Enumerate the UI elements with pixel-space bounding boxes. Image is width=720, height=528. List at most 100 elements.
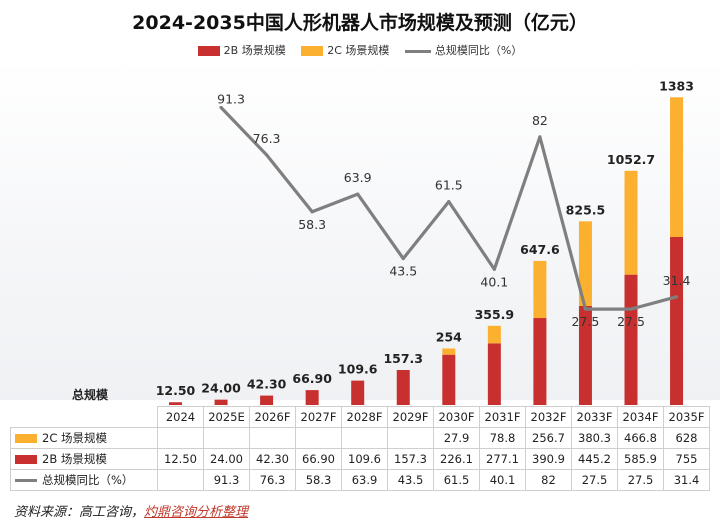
source-prefix: 资料来源：高工咨询， (14, 505, 145, 520)
row-swatch-2b (15, 455, 37, 464)
table-cell: 40.1 (479, 469, 526, 491)
total-label: 109.6 (338, 362, 378, 377)
table-cell: 256.7 (525, 427, 572, 449)
table-cell: 76.3 (249, 469, 296, 491)
table-cell: 585.9 (617, 448, 664, 470)
yoy-label: 63.9 (344, 170, 372, 185)
row-label-2c: 2C 场景规模 (42, 431, 108, 445)
total-row-label: 总规模 (72, 388, 109, 402)
category-cell: 2026F (249, 406, 296, 428)
yoy-point (674, 295, 679, 299)
category-cell: 2024 (157, 406, 204, 428)
yoy-label: 91.3 (217, 91, 245, 106)
table-row-2b: 2B 场景规模 12.50 24.00 42.30 66.90 109.6 15… (10, 448, 710, 470)
legend-line-yoy (404, 49, 431, 53)
yoy-point (583, 307, 588, 311)
bar-2b (578, 305, 592, 405)
bar-2b (305, 390, 319, 405)
category-cell: 2032F (525, 406, 572, 428)
bar-2b (670, 237, 684, 405)
yoy-label: 82 (532, 113, 548, 128)
source-highlight: 灼鼎咨询分析整理 (144, 505, 249, 520)
yoy-point (629, 307, 633, 311)
category-cell: 2034F (617, 406, 664, 428)
table-cell: 58.3 (295, 469, 342, 491)
table-cell: 27.9 (433, 427, 480, 449)
table-cell (387, 427, 434, 449)
category-cell: 2025E (203, 406, 250, 428)
legend-item-2b: 2B 场景规模 (197, 42, 286, 58)
table-cell: 109.6 (341, 448, 388, 470)
bar-2b (624, 274, 638, 405)
yoy-label: 58.3 (298, 217, 326, 232)
table-cell: 12.50 (157, 448, 204, 470)
yoy-point (492, 267, 496, 271)
row-header-2b: 2B 场景规模 (10, 448, 158, 470)
total-label: 825.5 (566, 202, 606, 217)
table-cell: 157.3 (387, 448, 434, 470)
table-cell: 63.9 (341, 469, 388, 491)
bar-2b (351, 380, 365, 405)
chart-plot: 12.50 24.00 42.30 66.90 109.6 157.3 254 355.9 64… (156, 78, 694, 405)
bar-2b (487, 343, 501, 405)
yoy-point (538, 135, 542, 139)
category-cell: 2030F (433, 406, 480, 428)
table-cell: 42.30 (249, 448, 296, 470)
legend-swatch-2c (301, 46, 324, 56)
table-cell: 466.8 (617, 427, 664, 449)
yoy-point (447, 200, 451, 204)
table-cell: 628 (663, 427, 710, 449)
yoy-label: 43.5 (389, 264, 417, 279)
table-cell (341, 427, 388, 449)
table-cell: 82 (525, 469, 572, 491)
table-cell: 226.1 (433, 448, 480, 470)
table-cell: 445.2 (571, 448, 618, 470)
table-cell: 755 (663, 448, 710, 470)
bar-2c (670, 97, 684, 238)
table-cell (157, 427, 204, 449)
background-decoration (0, 60, 720, 400)
chart-title: 2024-2035中国人形机器人市场规模及预测（亿元） (132, 12, 588, 34)
table-cell: 27.5 (617, 469, 664, 491)
yoy-point (265, 153, 269, 157)
data-table: 2024 2025E 2026F 2027F 2028F 2029F 2030F… (10, 406, 710, 491)
table-cell: 61.5 (433, 469, 480, 491)
row-line-yoy (15, 479, 37, 482)
table-cell: 380.3 (571, 427, 618, 449)
table-cell (203, 427, 250, 449)
yoy-label: 76.3 (253, 131, 281, 146)
yoy-point (356, 192, 360, 196)
table-cell: 27.5 (571, 469, 618, 491)
table-cell: 78.8 (479, 427, 526, 449)
yoy-label: 40.1 (480, 274, 508, 289)
row-swatch-2c (15, 434, 37, 443)
row-label-yoy: 总规模同比（%） (42, 473, 134, 487)
legend-item-yoy: 总规模同比（%） (404, 42, 523, 58)
table-corner (10, 406, 158, 428)
yoy-label: 27.5 (617, 314, 645, 329)
table-header-row: 2024 2025E 2026F 2027F 2028F 2029F 2030F… (10, 406, 710, 428)
chart-legend: 2B 场景规模 2C 场景规模 总规模同比（%） (0, 42, 720, 58)
bar-2b (396, 370, 410, 405)
bar-2c (442, 348, 456, 355)
table-row-yoy: 总规模同比（%） 91.3 76.3 58.3 63.9 43.5 61.5 4… (10, 469, 710, 491)
row-header-2c: 2C 场景规模 (10, 427, 158, 449)
total-label: 24.00 (201, 381, 241, 396)
yoy-label: 61.5 (435, 178, 463, 193)
total-label: 66.90 (292, 371, 332, 386)
table-cell: 24.00 (203, 448, 250, 470)
category-cell: 2031F (479, 406, 526, 428)
total-label: 12.50 (156, 383, 196, 398)
table-cell: 390.9 (525, 448, 572, 470)
table-cell: 91.3 (203, 469, 250, 491)
legend-item-2c: 2C 场景规模 (301, 42, 389, 58)
total-label: 157.3 (383, 351, 423, 366)
category-cell: 2027F (295, 406, 342, 428)
legend-label-yoy: 总规模同比（%） (434, 44, 523, 57)
category-cell: 2033F (571, 406, 618, 428)
legend-label-2b: 2B 场景规模 (223, 44, 286, 57)
table-cell: 277.1 (479, 448, 526, 470)
yoy-point (310, 210, 314, 214)
yoy-point (219, 105, 223, 110)
total-label: 42.30 (247, 377, 287, 392)
